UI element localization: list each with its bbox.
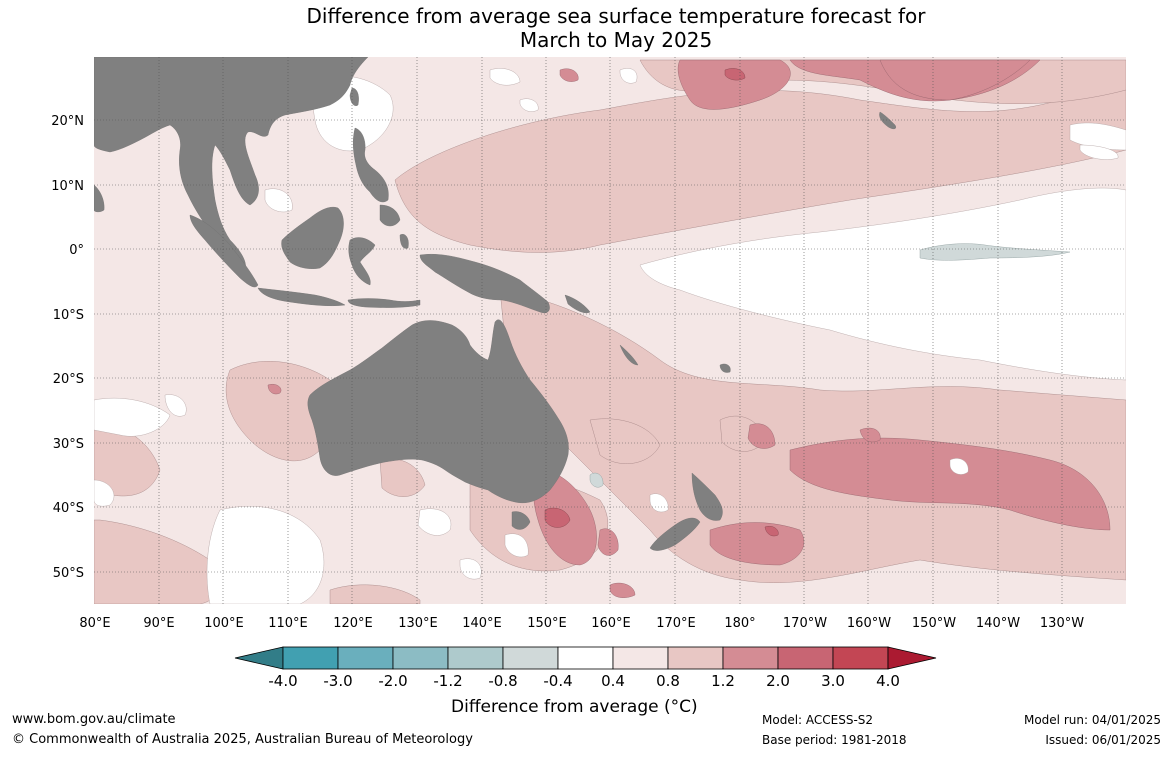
land-maluku xyxy=(399,234,409,249)
lon-label: 170°W xyxy=(783,616,827,631)
colorbar-tick-label: -2.0 xyxy=(378,672,407,690)
lon-label: 130°E xyxy=(398,616,438,631)
anomaly-band-2-0-to-3-0 xyxy=(544,68,779,537)
lon-label: 180° xyxy=(724,616,755,631)
anomaly-band-neutral xyxy=(94,68,1126,604)
colorbar-segment xyxy=(612,646,669,670)
model-name: Model: ACCESS-S2 xyxy=(762,713,874,727)
colorbar-segment xyxy=(392,646,449,670)
lon-label: 150°W xyxy=(912,616,956,631)
colorbar-high-extend xyxy=(887,646,937,670)
copyright-text: © Commonwealth of Australia 2025, Austra… xyxy=(12,732,473,747)
anomaly-band-negative xyxy=(589,243,1071,488)
colorbar-low-extend xyxy=(234,646,284,670)
lat-label: 20°S xyxy=(53,372,84,387)
colorbar-tick-label: 0.8 xyxy=(656,672,680,690)
land-new-caledonia xyxy=(619,344,639,366)
land-sulawesi xyxy=(348,237,376,286)
colorbar-tick-label: 0.4 xyxy=(601,672,625,690)
map-title-line1: Difference from average sea surface temp… xyxy=(306,4,926,28)
lat-label: 0° xyxy=(69,243,84,258)
issued-date: Issued: 06/01/2025 xyxy=(1045,733,1161,747)
base-period: Base period: 1981-2018 xyxy=(762,733,907,747)
colorbar: -4.0 -3.0 -2.0 -1.2 -0.8 -0.4 0.4 0.8 1.2 2.0 3.0 4… xyxy=(234,646,937,690)
colorbar-segment xyxy=(557,646,614,670)
land-sri-lanka xyxy=(94,184,105,213)
colorbar-segment xyxy=(667,646,724,670)
lon-label: 100°E xyxy=(204,616,244,631)
land-taiwan xyxy=(349,87,359,106)
colorbar-tick-label: -4.0 xyxy=(268,672,297,690)
lat-label: 40°S xyxy=(53,501,84,516)
land-new-guinea xyxy=(419,254,550,314)
land-java xyxy=(257,287,346,306)
lat-label: 30°S xyxy=(53,437,84,452)
colorbar-segment xyxy=(832,646,889,670)
lon-label: 160°E xyxy=(591,616,631,631)
colorbar-tick-label: 1.2 xyxy=(711,672,735,690)
colorbar-segment xyxy=(502,646,559,670)
land-mindanao xyxy=(379,204,401,227)
land-masses xyxy=(94,57,896,551)
land-solomon-islands xyxy=(564,294,591,314)
lon-label: 120°E xyxy=(333,616,373,631)
colorbar-segment xyxy=(337,646,394,670)
lat-label: 20°N xyxy=(51,114,84,129)
lat-label: 50°S xyxy=(53,566,84,581)
colorbar-tick-label: 4.0 xyxy=(876,672,900,690)
land-lesser-sunda xyxy=(347,298,421,308)
lon-label: 140°E xyxy=(462,616,502,631)
land-sumatra xyxy=(189,214,259,288)
lon-label: 160°W xyxy=(847,616,891,631)
lon-label: 110°E xyxy=(268,616,308,631)
land-asia xyxy=(94,57,369,271)
land-philippines xyxy=(353,127,389,203)
colorbar-tick-label: 2.0 xyxy=(766,672,790,690)
lat-label: 10°N xyxy=(51,179,84,194)
colorbar-tick-label: -1.2 xyxy=(433,672,462,690)
longitude-labels: 80°E 90°E 100°E 110°E 120°E 130°E 140°E … xyxy=(79,616,1084,631)
colorbar-label: Difference from average (°C) xyxy=(451,697,698,717)
map-title-line2: March to May 2025 xyxy=(519,28,713,52)
colorbar-segment xyxy=(777,646,834,670)
land-hawaii xyxy=(879,111,896,130)
model-run-date: Model run: 04/01/2025 xyxy=(1023,713,1161,727)
colorbar-segment xyxy=(447,646,504,670)
lon-label: 80°E xyxy=(79,616,110,631)
lon-label: 170°E xyxy=(656,616,696,631)
graticule xyxy=(94,57,1126,604)
lat-label: 10°S xyxy=(53,308,84,323)
colorbar-segment xyxy=(282,646,339,670)
lon-label: 130°W xyxy=(1040,616,1084,631)
colorbar-segment xyxy=(722,646,779,670)
land-tasmania xyxy=(511,511,531,530)
latitude-labels: 20°N 10°N 0° 10°S 20°S 30°S 40°S 50°S xyxy=(51,114,84,581)
lon-label: 90°E xyxy=(143,616,174,631)
lon-label: 150°E xyxy=(527,616,567,631)
land-borneo xyxy=(281,206,344,269)
lon-label: 140°W xyxy=(976,616,1020,631)
map-title: Difference from average sea surface temp… xyxy=(0,4,1173,52)
colorbar-tick-label: -0.8 xyxy=(488,672,517,690)
website-link[interactable]: www.bom.gov.au/climate xyxy=(12,712,176,727)
colorbar-tick-label: 3.0 xyxy=(821,672,845,690)
map-area xyxy=(94,57,1126,604)
land-australia xyxy=(307,319,569,503)
land-new-zealand-north xyxy=(691,472,723,521)
colorbar-tick-label: -0.4 xyxy=(543,672,572,690)
colorbar-tick-label: -3.0 xyxy=(323,672,352,690)
land-fiji xyxy=(719,363,731,373)
